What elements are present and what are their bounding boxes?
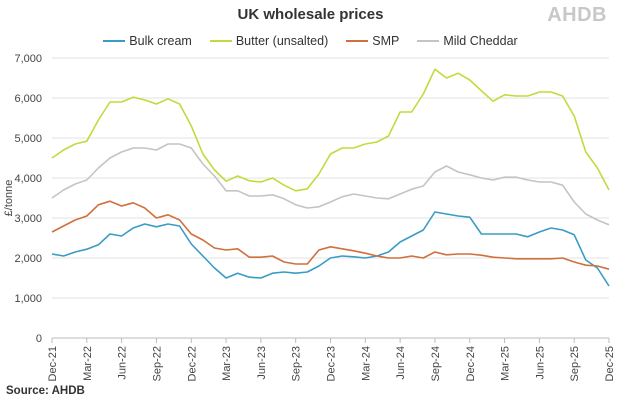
legend-swatch [103,40,126,42]
x-tick-label: Dec-25 [604,346,616,381]
series-line-butter-unsalted [51,68,610,192]
x-tick-label: Sep-24 [430,346,442,381]
series-line-mild-cheddar [51,143,610,226]
series-line-smp [51,200,610,270]
y-tick-label: 5,000 [14,133,42,145]
x-tick-label: Jun-22 [117,346,129,380]
legend-item-bulk-cream: Bulk cream [103,34,192,48]
legend-label: Mild Cheddar [443,34,518,48]
y-tick-label: 6,000 [14,93,42,105]
legend-item-smp: SMP [346,34,399,48]
legend-swatch [346,40,369,42]
legend-item-mild-cheddar: Mild Cheddar [417,34,518,48]
x-tick-label: Sep-25 [569,346,581,381]
legend-label: Bulk cream [129,34,192,48]
y-axis-label: £/tonne [3,180,15,217]
x-tick-label: Dec-22 [186,346,198,381]
y-tick-label: 1,000 [14,293,42,305]
series-line-bulk-cream [51,211,610,287]
legend: Bulk cream Butter (unsalted) SMP Mild Ch… [0,34,621,48]
ahdb-logo: AHDB [547,4,607,26]
y-tick-label: 2,000 [14,253,42,265]
x-tick-label: Mar-22 [82,346,94,381]
x-tick-label: Sep-22 [151,346,163,381]
x-tick-label: Dec-23 [326,346,338,381]
x-tick-label: Mar-23 [221,346,233,381]
x-tick-label: Mar-25 [500,346,512,381]
legend-swatch [417,40,440,42]
x-tick-label: Jun-23 [256,346,268,380]
chart-title: UK wholesale prices [237,6,384,23]
x-tick-label: Mar-24 [360,346,372,381]
legend-swatch [209,40,232,42]
y-tick-label: 7,000 [14,53,42,65]
source-note: Source: AHDB [6,385,85,397]
legend-label: Butter (unsalted) [235,34,329,48]
y-tick-label: 4,000 [14,173,42,185]
x-tick-label: Jun-24 [395,346,407,380]
legend-item-butter: Butter (unsalted) [209,34,329,48]
x-tick-label: Dec-21 [47,346,59,381]
x-tick-label: Dec-24 [465,346,477,381]
x-tick-label: Jun-25 [534,346,546,380]
legend-label: SMP [372,34,400,48]
y-tick-label: 3,000 [14,213,42,225]
y-tick-label: 0 [36,333,42,345]
x-tick-label: Sep-23 [291,346,303,381]
